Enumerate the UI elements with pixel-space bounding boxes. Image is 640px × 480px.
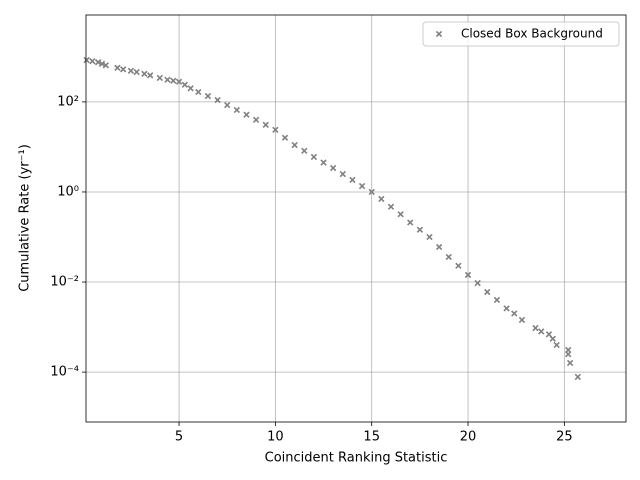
legend-marker — [435, 30, 443, 38]
x-tick-label: 20 — [460, 430, 477, 445]
data-point — [170, 77, 177, 84]
data-point — [262, 121, 269, 128]
data-point — [175, 78, 183, 85]
data-point — [549, 335, 556, 342]
data-point — [330, 164, 337, 172]
data-point — [83, 56, 90, 64]
data-point — [532, 324, 539, 332]
data-point — [349, 176, 356, 184]
data-point — [455, 262, 462, 269]
legend-box — [422, 21, 620, 47]
axes-frame — [85, 14, 627, 423]
data-point — [464, 271, 472, 279]
data-point — [141, 70, 148, 77]
data-point — [368, 188, 375, 196]
x-tick-label: 25 — [556, 430, 573, 445]
data-point — [195, 88, 202, 96]
y-axis-label: Cumulative Rate (yr⁻¹) — [18, 144, 33, 292]
x-tick-label: 5 — [175, 430, 183, 445]
y-tick-label: 10² — [57, 94, 79, 109]
data-point — [156, 74, 163, 82]
data-point — [114, 64, 121, 72]
data-point — [94, 59, 102, 66]
data-point — [281, 134, 289, 141]
data-point — [518, 316, 526, 324]
data-point — [224, 101, 231, 109]
data-point — [127, 67, 135, 74]
data-point — [474, 279, 481, 287]
data-point — [181, 81, 188, 88]
data-point — [565, 351, 572, 358]
data-point — [120, 66, 127, 73]
data-point — [397, 211, 404, 218]
data-point — [445, 253, 452, 261]
y-tick-label: 10⁻² — [50, 275, 79, 290]
x-tick-label: 10 — [267, 430, 284, 445]
data-point — [98, 60, 106, 67]
data-point — [233, 106, 241, 114]
x-axis-label: Coincident Ranking Statistic — [265, 451, 448, 466]
data-point — [204, 92, 212, 100]
data-point — [133, 68, 140, 76]
data-point — [89, 58, 96, 65]
data-point — [301, 147, 308, 154]
data-point — [416, 226, 424, 233]
data-point — [291, 141, 298, 149]
data-point — [164, 76, 171, 83]
data-point — [484, 288, 491, 296]
data-point — [378, 195, 385, 203]
data-point — [426, 233, 433, 241]
data-point — [243, 111, 250, 118]
data-point — [407, 219, 414, 226]
y-tick-label: 10⁰ — [57, 184, 79, 199]
data-point — [538, 328, 545, 335]
y-tick-label: 10⁻⁴ — [50, 365, 79, 380]
data-point — [310, 153, 318, 161]
data-point — [435, 243, 443, 251]
data-point — [511, 310, 518, 317]
data-point — [146, 72, 154, 79]
data-point — [272, 126, 279, 133]
data-point — [252, 116, 260, 123]
data-point — [214, 96, 221, 104]
data-point — [187, 85, 194, 92]
data-point — [493, 296, 501, 304]
data-point — [503, 305, 510, 312]
plot-area — [83, 15, 626, 422]
data-point — [553, 341, 560, 349]
data-point — [566, 359, 574, 367]
data-point — [339, 170, 346, 178]
data-point — [102, 62, 110, 69]
data-point — [574, 373, 582, 381]
x-tick-label: 15 — [363, 430, 380, 445]
data-point — [387, 203, 395, 210]
data-point — [320, 159, 327, 166]
legend-label: Closed Box Background — [461, 27, 603, 41]
data-point — [358, 182, 366, 190]
